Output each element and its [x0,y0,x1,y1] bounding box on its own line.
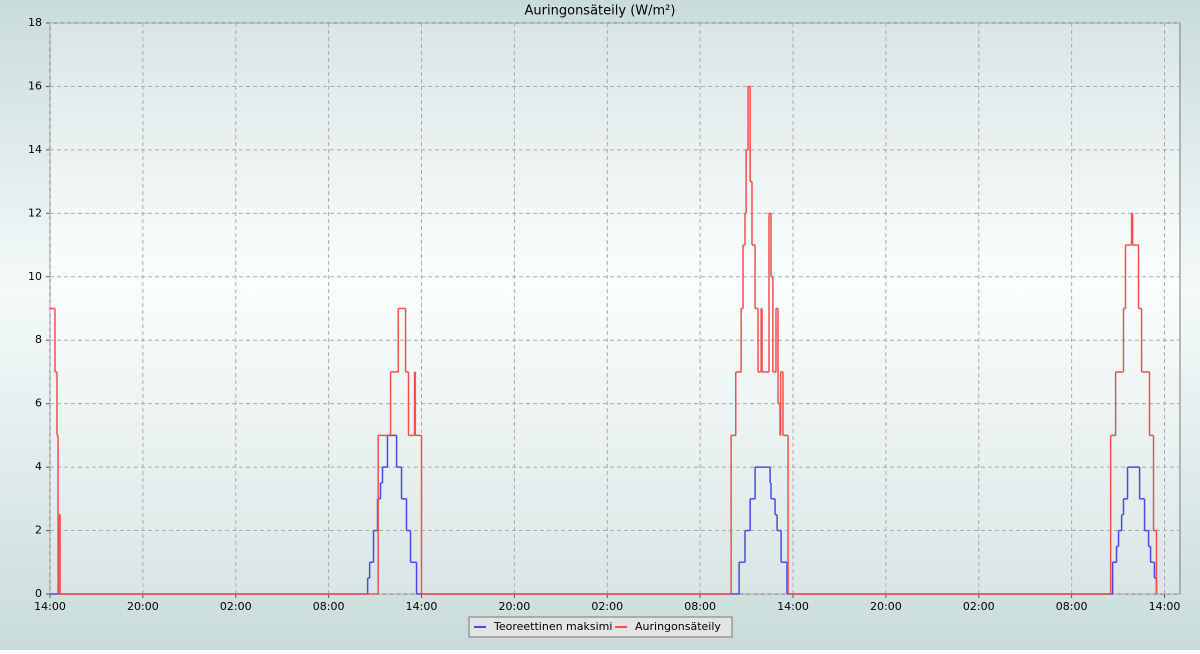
x-tick-label: 14:00 [34,600,66,613]
x-tick-label: 08:00 [684,600,716,613]
x-tick-label: 08:00 [1056,600,1088,613]
chart-title: Auringonsäteily (W/m²) [525,4,676,19]
x-tick-label: 02:00 [963,600,995,613]
x-tick-label: 20:00 [127,600,159,613]
y-tick-label: 12 [28,206,42,219]
y-tick-label: 16 [28,79,42,92]
legend-label: Auringonsäteily [635,620,721,633]
legend-box [468,616,733,638]
x-tick-label: 14:00 [406,600,438,613]
x-tick-label: 20:00 [870,600,902,613]
x-tick-label: 02:00 [220,600,252,613]
y-tick-label: 8 [35,333,42,346]
y-tick-label: 10 [28,270,42,283]
x-tick-label: 14:00 [1149,600,1181,613]
legend-label: Teoreettinen maksimi [493,620,612,633]
x-tick-label: 14:00 [777,600,809,613]
y-tick-label: 4 [35,460,42,473]
x-tick-label: 08:00 [313,600,345,613]
y-tick-label: 0 [35,587,42,600]
y-tick-label: 18 [28,16,42,29]
y-tick-label: 6 [35,397,42,410]
y-tick-label: 14 [28,143,42,156]
x-tick-label: 02:00 [591,600,623,613]
plot-area [49,22,1181,595]
x-tick-label: 20:00 [499,600,531,613]
y-tick-label: 2 [35,524,42,537]
